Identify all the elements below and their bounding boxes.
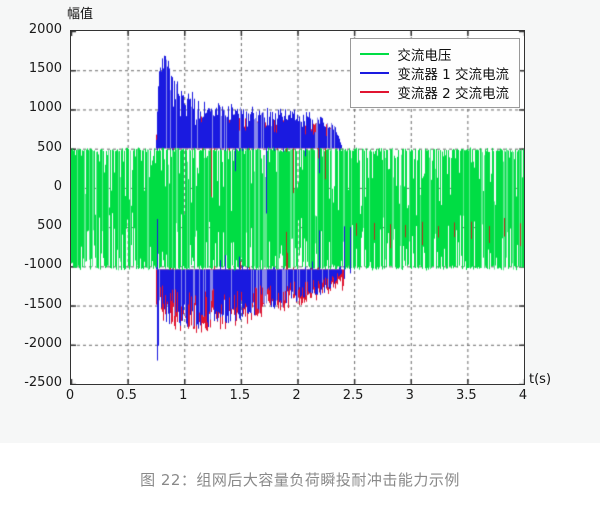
x-tick-label: 1 [179, 388, 188, 403]
x-tick-label: 3.5 [456, 388, 477, 403]
y-tick-label: -2500 [24, 375, 62, 390]
legend-item-converter2-current: 变流器 2 交流电流 [360, 82, 509, 102]
y-tick-label: 0 [53, 178, 62, 194]
x-tick-label: 1.5 [229, 388, 251, 403]
legend-label: 变流器 1 交流电流 [397, 66, 509, 83]
legend-item-converter1-current: 变流器 1 交流电流 [360, 63, 509, 83]
legend-line-blue [360, 71, 390, 74]
x-tick-label: 0.5 [116, 388, 137, 403]
x-tick-label: 2 [292, 388, 301, 403]
legend-label: 交流电压 [397, 47, 452, 64]
figure-caption: 图 22：组网后大容量负荷瞬投耐冲击能力示例 [140, 471, 460, 489]
y-tick-label: 1000 [28, 100, 62, 116]
x-tick-label: 2.5 [342, 388, 364, 403]
legend-item-ac-voltage: 交流电压 [360, 44, 509, 64]
x-axis-title: t(s) [529, 372, 552, 387]
y-axis-title: 幅值 [67, 7, 94, 22]
x-tick-label: 4 [518, 388, 528, 403]
legend-label: 变流器 2 交流电流 [397, 85, 509, 102]
y-tick-label: 500 [37, 218, 62, 234]
legend-box: 交流电压 变流器 1 交流电流 变流器 2 交流电流 [350, 38, 520, 108]
y-tick-label: 1500 [28, 61, 62, 77]
y-tick-label: -2000 [24, 335, 62, 351]
x-tick-label: 0 [65, 388, 75, 403]
x-tick-label: 3 [405, 388, 414, 403]
y-tick-label: 2000 [28, 22, 62, 37]
legend-line-green [360, 52, 390, 55]
plot-area: 交流电压 变流器 1 交流电流 变流器 2 交流电流 [70, 30, 525, 385]
legend-line-red [360, 90, 390, 93]
y-tick-label: -1500 [24, 296, 62, 312]
y-tick-label: -1000 [24, 257, 62, 273]
chart-figure: 幅值 交流电压 变流器 1 交流电流 变流器 2 交流电流 2000 1500 10… [24, 7, 552, 403]
y-tick-label: 500 [37, 139, 62, 155]
